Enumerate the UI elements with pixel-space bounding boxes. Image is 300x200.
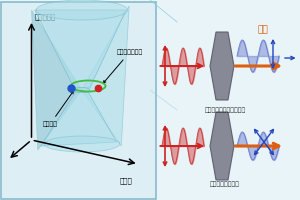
Polygon shape [32,10,82,150]
Ellipse shape [44,136,120,152]
Text: ワイル点: ワイル点 [43,91,74,127]
Text: 運動量: 運動量 [120,177,133,184]
Ellipse shape [36,0,128,20]
Ellipse shape [74,87,90,92]
Text: 磁気光学カー効果: 磁気光学カー効果 [210,181,240,187]
Text: ノーダルリング: ノーダルリング [103,49,143,83]
Text: エネルギー: エネルギー [35,13,56,20]
Polygon shape [35,10,126,88]
FancyBboxPatch shape [1,2,156,199]
Polygon shape [210,32,234,100]
Polygon shape [41,92,116,146]
Text: 磁化: 磁化 [258,25,269,34]
Polygon shape [82,6,129,146]
Polygon shape [210,112,234,180]
Text: 磁気光学ファラデー効果: 磁気光学ファラデー効果 [204,107,246,113]
